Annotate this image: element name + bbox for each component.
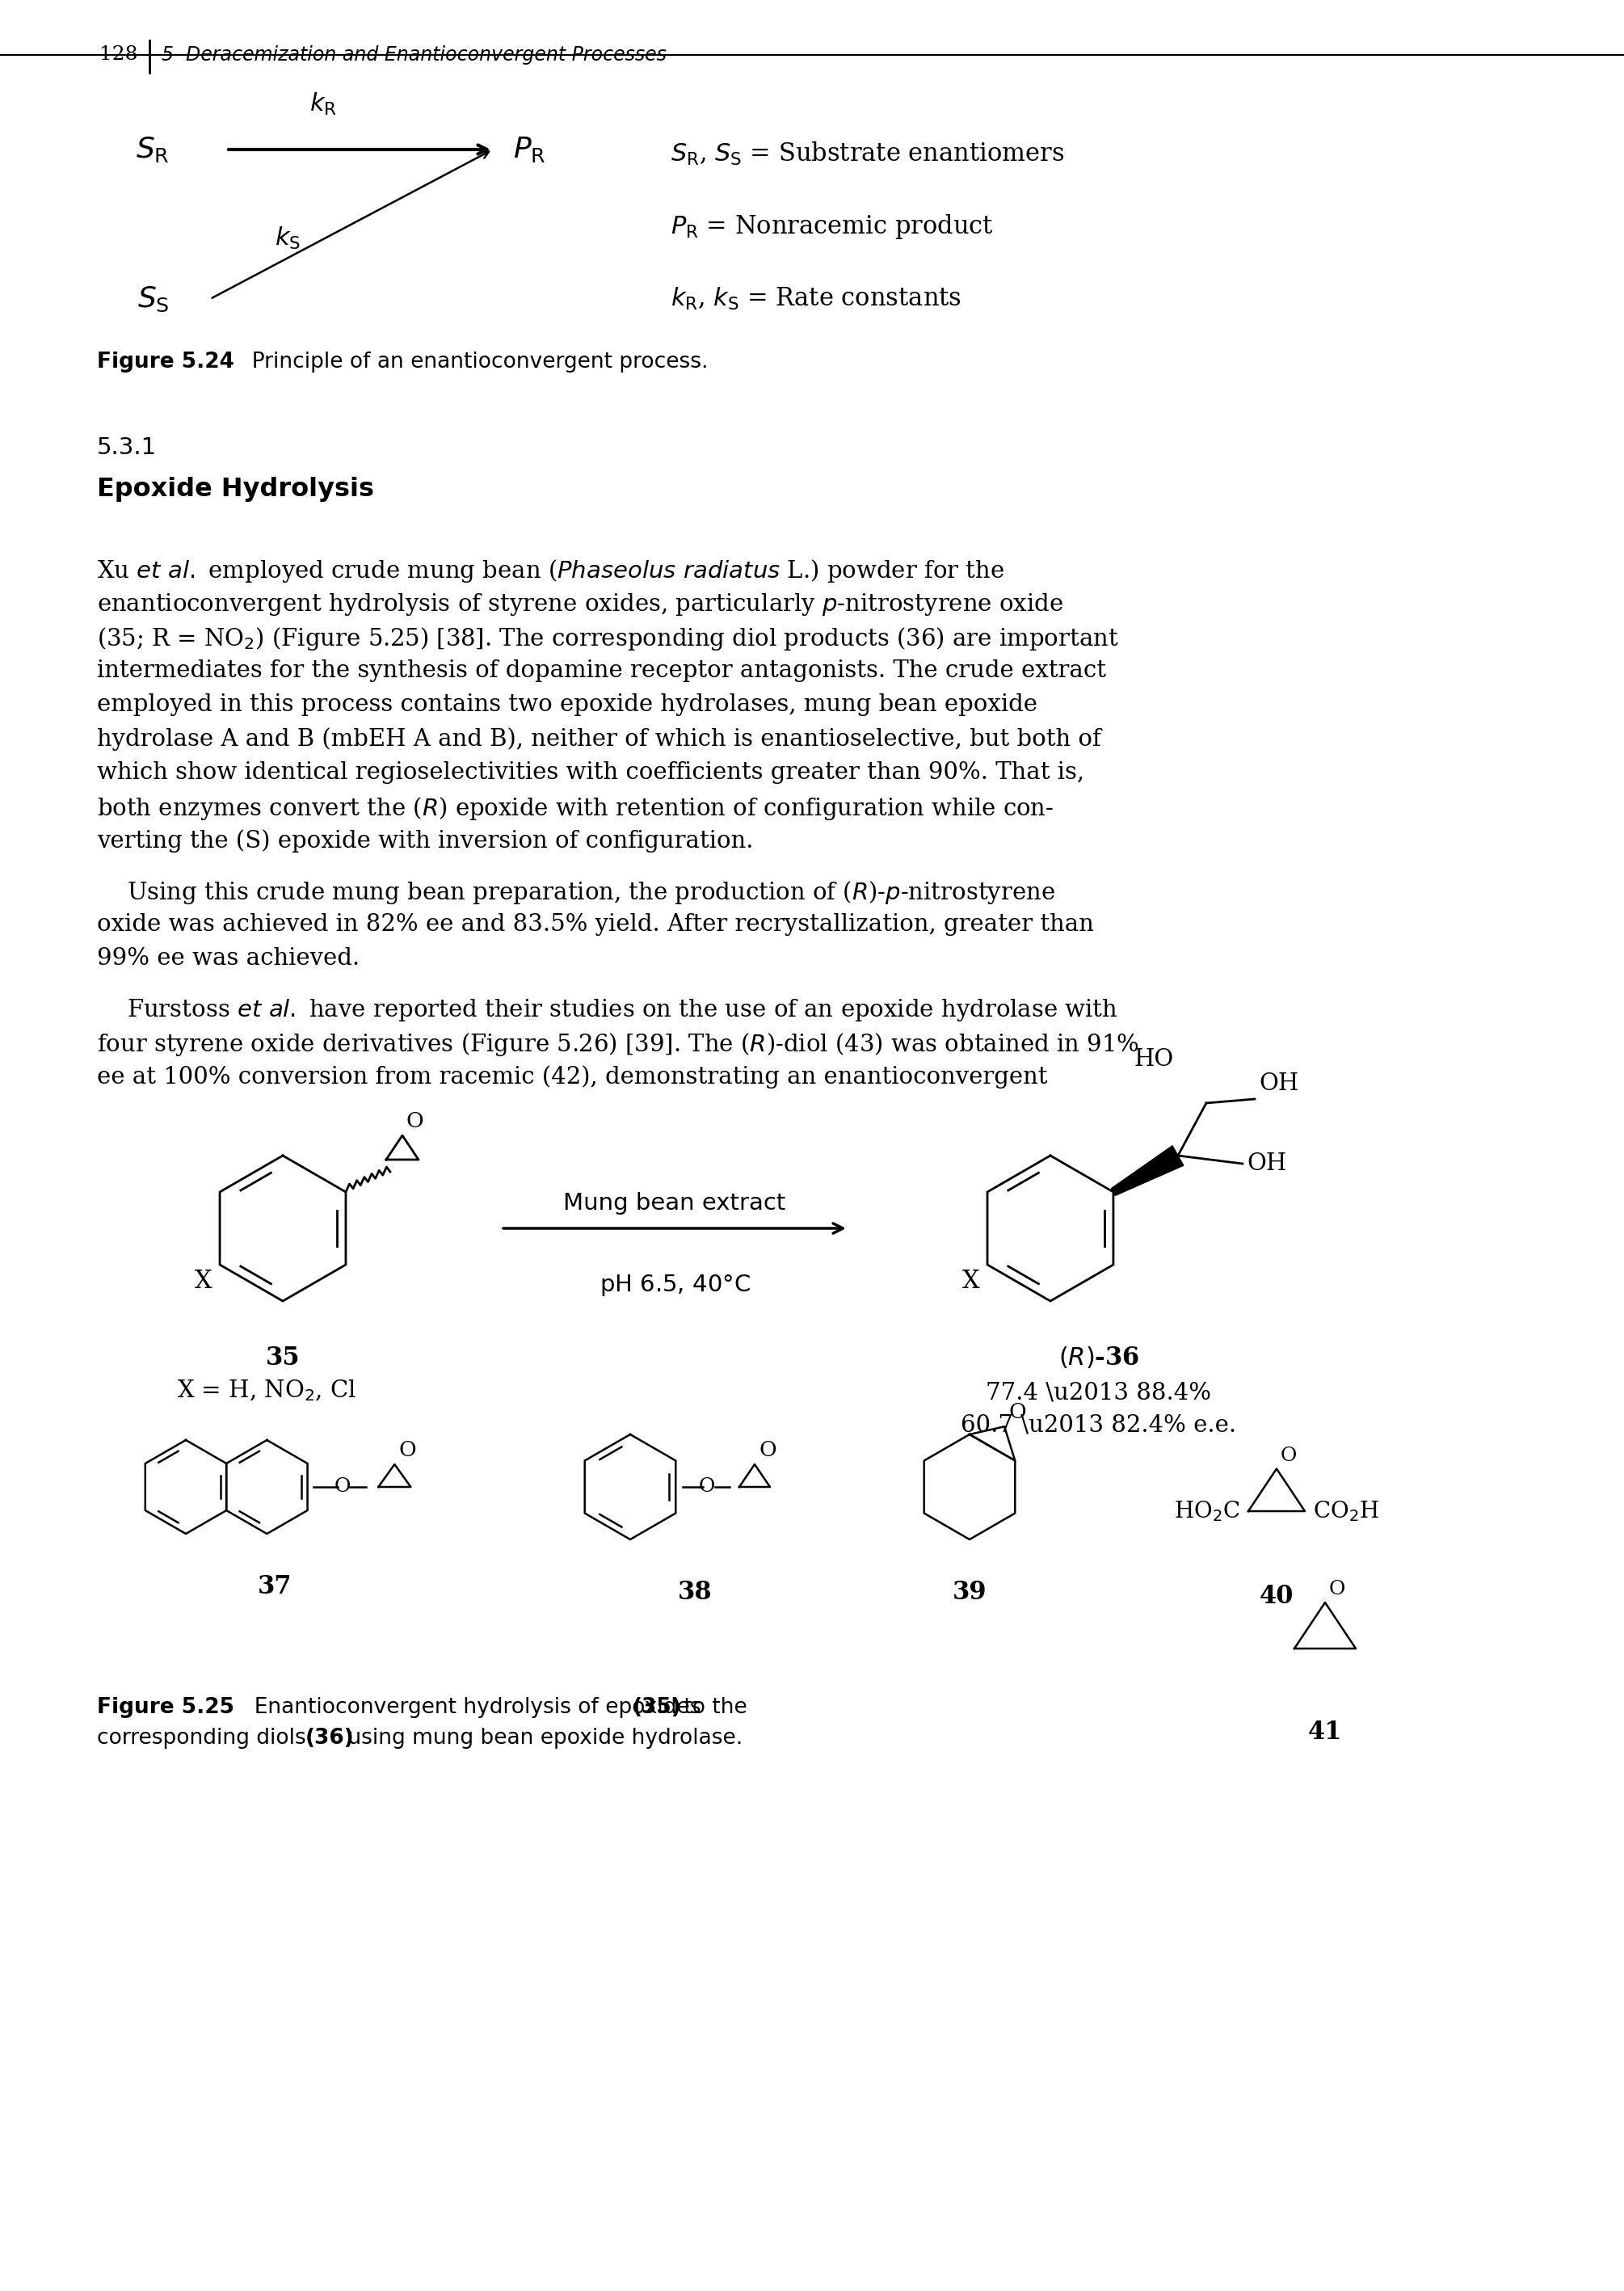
Text: verting the (S) epoxide with inversion of configuration.: verting the (S) epoxide with inversion o… xyxy=(97,829,754,852)
Text: $k_\mathrm{R}$: $k_\mathrm{R}$ xyxy=(310,92,336,117)
Text: O: O xyxy=(698,1478,715,1496)
Text: 38: 38 xyxy=(677,1581,711,1606)
Text: pH 6.5, 40$\degree$C: pH 6.5, 40$\degree$C xyxy=(599,1274,750,1297)
Text: Xu $\it{et\ al.}$ employed crude mung bean ($\it{Phaseolus\ radiatus}$ L.) powde: Xu $\it{et\ al.}$ employed crude mung be… xyxy=(97,557,1004,584)
Text: Enantioconvergent hydrolysis of epoxides: Enantioconvergent hydrolysis of epoxides xyxy=(240,1698,708,1718)
Text: X = H, NO$_2$, Cl: X = H, NO$_2$, Cl xyxy=(177,1377,356,1402)
Text: 41: 41 xyxy=(1307,1721,1341,1746)
Text: both enzymes convert the ($R$) epoxide with retention of configuration while con: both enzymes convert the ($R$) epoxide w… xyxy=(97,795,1054,822)
Text: $P_\mathrm{R}$: $P_\mathrm{R}$ xyxy=(513,135,546,165)
Text: X: X xyxy=(195,1269,211,1294)
Text: 35: 35 xyxy=(266,1345,300,1370)
Text: 5.3.1: 5.3.1 xyxy=(97,435,158,458)
Text: four styrene oxide derivatives (Figure 5.26) [39]. The ($R$)-diol (43) was obtai: four styrene oxide derivatives (Figure 5… xyxy=(97,1031,1138,1058)
Text: (35; R = NO$_2$) (Figure 5.25) [38]. The corresponding diol products (36) are im: (35; R = NO$_2$) (Figure 5.25) [38]. The… xyxy=(97,625,1119,653)
Text: Principle of an enantioconvergent process.: Principle of an enantioconvergent proces… xyxy=(239,351,708,373)
Text: O: O xyxy=(1281,1446,1298,1464)
Text: HO: HO xyxy=(1134,1047,1174,1070)
Text: $(R)$-36: $(R)$-36 xyxy=(1059,1345,1140,1370)
Text: Figure 5.24: Figure 5.24 xyxy=(97,351,234,373)
Text: O: O xyxy=(1009,1402,1026,1423)
Text: 5  Deracemization and Enantioconvergent Processes: 5 Deracemization and Enantioconvergent P… xyxy=(162,46,666,64)
Text: X: X xyxy=(961,1269,979,1294)
Text: $S_\mathrm{S}$: $S_\mathrm{S}$ xyxy=(138,284,169,314)
Text: which show identical regioselectivities with coefficients greater than 90%. That: which show identical regioselectivities … xyxy=(97,761,1085,784)
Text: intermediates for the synthesis of dopamine receptor antagonists. The crude extr: intermediates for the synthesis of dopam… xyxy=(97,660,1106,683)
Text: oxide was achieved in 82% ee and 83.5% yield. After recrystallization, greater t: oxide was achieved in 82% ee and 83.5% y… xyxy=(97,914,1095,935)
Text: 37: 37 xyxy=(258,1574,292,1599)
Text: OH: OH xyxy=(1259,1072,1299,1095)
Text: 99% ee was achieved.: 99% ee was achieved. xyxy=(97,946,359,969)
Text: CO$_2$H: CO$_2$H xyxy=(1312,1498,1379,1524)
Text: to the: to the xyxy=(677,1698,747,1718)
Text: O: O xyxy=(335,1478,351,1496)
Text: $P_\mathrm{R}$ = Nonracemic product: $P_\mathrm{R}$ = Nonracemic product xyxy=(671,213,994,241)
Text: 128: 128 xyxy=(99,46,138,64)
Text: enantioconvergent hydrolysis of styrene oxides, particularly $\it{p}$-nitrostyre: enantioconvergent hydrolysis of styrene … xyxy=(97,591,1064,616)
Text: 40: 40 xyxy=(1260,1583,1294,1608)
Text: O: O xyxy=(398,1441,416,1459)
Text: $k_\mathrm{R}$, $k_\mathrm{S}$ = Rate constants: $k_\mathrm{R}$, $k_\mathrm{S}$ = Rate co… xyxy=(671,286,961,312)
Text: 60.7 \u2013 82.4% e.e.: 60.7 \u2013 82.4% e.e. xyxy=(961,1414,1236,1436)
Text: Using this crude mung bean preparation, the production of ($R$)-$\it{p}$-nitrost: Using this crude mung bean preparation, … xyxy=(97,880,1056,905)
Text: 77.4 \u2013 88.4%: 77.4 \u2013 88.4% xyxy=(986,1381,1212,1404)
Text: ee at 100% conversion from racemic (42), demonstrating an enantioconvergent: ee at 100% conversion from racemic (42),… xyxy=(97,1065,1047,1088)
Text: $S_\mathrm{R}$: $S_\mathrm{R}$ xyxy=(136,135,169,165)
Text: O: O xyxy=(1328,1581,1346,1599)
Text: using mung bean epoxide hydrolase.: using mung bean epoxide hydrolase. xyxy=(341,1727,742,1748)
Text: Mung bean extract: Mung bean extract xyxy=(564,1191,786,1214)
Text: (35): (35) xyxy=(633,1698,682,1718)
Text: employed in this process contains two epoxide hydrolases, mung bean epoxide: employed in this process contains two ep… xyxy=(97,694,1038,717)
Text: OH: OH xyxy=(1247,1152,1286,1175)
Text: O: O xyxy=(406,1111,424,1132)
Polygon shape xyxy=(1111,1146,1184,1196)
Text: $k_\mathrm{S}$: $k_\mathrm{S}$ xyxy=(274,225,300,252)
Text: HO$_2$C: HO$_2$C xyxy=(1174,1498,1241,1524)
Text: Furstoss $\it{et\ al.}$ have reported their studies on the use of an epoxide hyd: Furstoss $\it{et\ al.}$ have reported th… xyxy=(97,997,1117,1024)
Text: (36): (36) xyxy=(305,1727,354,1748)
Text: $S_\mathrm{R}$, $S_\mathrm{S}$ = Substrate enantiomers: $S_\mathrm{R}$, $S_\mathrm{S}$ = Substra… xyxy=(671,140,1064,167)
Text: Epoxide Hydrolysis: Epoxide Hydrolysis xyxy=(97,477,374,502)
Text: hydrolase A and B (mbEH A and B), neither of which is enantioselective, but both: hydrolase A and B (mbEH A and B), neithe… xyxy=(97,726,1101,751)
Text: O: O xyxy=(758,1441,776,1459)
Text: corresponding diols: corresponding diols xyxy=(97,1727,313,1748)
Text: Figure 5.25: Figure 5.25 xyxy=(97,1698,234,1718)
Text: 39: 39 xyxy=(952,1581,987,1606)
